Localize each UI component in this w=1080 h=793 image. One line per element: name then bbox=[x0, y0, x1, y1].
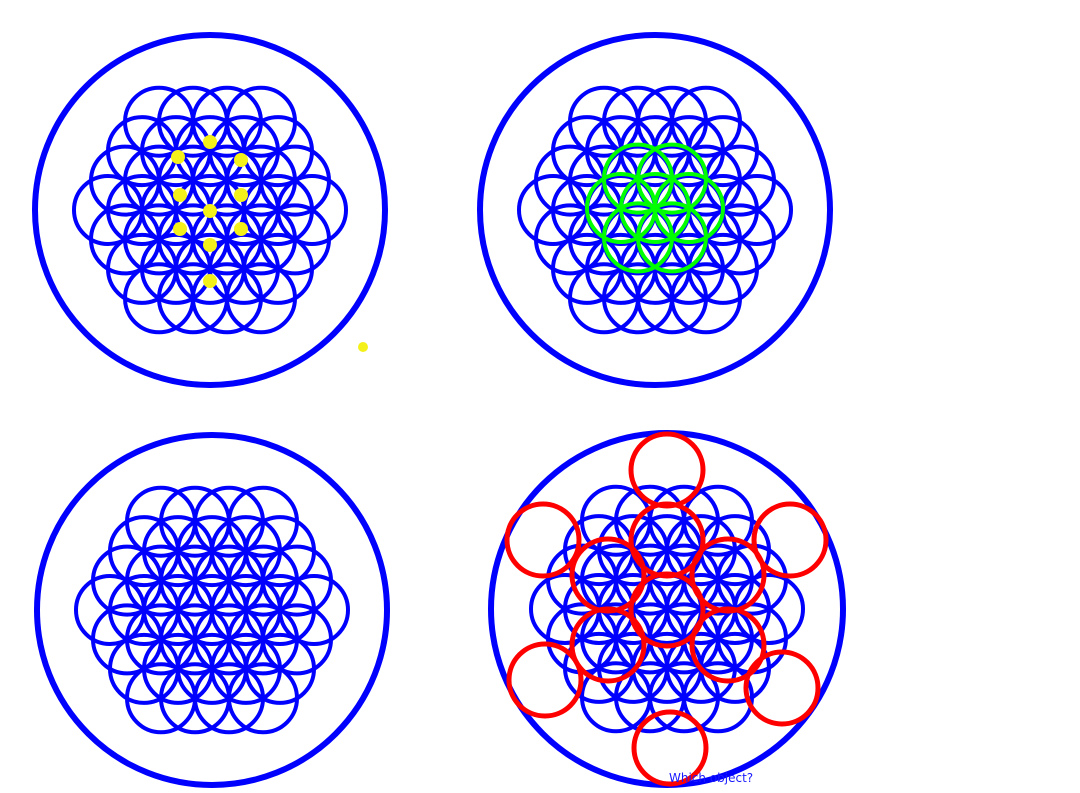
panel-bottom-right bbox=[488, 430, 846, 788]
yellow-dot bbox=[203, 204, 217, 218]
panel-top-left bbox=[32, 32, 388, 388]
yellow-dot bbox=[171, 150, 185, 164]
red-circle bbox=[504, 501, 582, 579]
pattern-circle bbox=[278, 574, 350, 646]
yellow-dot bbox=[358, 342, 368, 352]
red-circle bbox=[631, 709, 709, 787]
yellow-dot bbox=[173, 222, 187, 236]
red-circle bbox=[628, 431, 706, 509]
yellow-dot bbox=[203, 274, 217, 288]
yellow-dot bbox=[173, 188, 187, 202]
red-circle bbox=[689, 606, 767, 684]
red-circle bbox=[569, 606, 647, 684]
yellow-dot bbox=[203, 135, 217, 149]
yellow-dot bbox=[234, 222, 248, 236]
red-circle bbox=[751, 501, 829, 579]
panel-bottom-left bbox=[34, 432, 390, 788]
question-caption: Which object? bbox=[669, 771, 754, 785]
outer-ring bbox=[34, 432, 390, 788]
yellow-dot bbox=[234, 153, 248, 167]
green-circle bbox=[653, 172, 725, 244]
red-circle bbox=[628, 571, 706, 649]
pattern-circle bbox=[276, 174, 348, 246]
yellow-dot bbox=[234, 188, 248, 202]
red-circle bbox=[506, 641, 584, 719]
outer-ring bbox=[32, 32, 388, 388]
outer-ring bbox=[477, 32, 833, 388]
panel-top-right bbox=[477, 32, 833, 388]
red-circle bbox=[743, 649, 821, 727]
yellow-dot bbox=[203, 238, 217, 252]
